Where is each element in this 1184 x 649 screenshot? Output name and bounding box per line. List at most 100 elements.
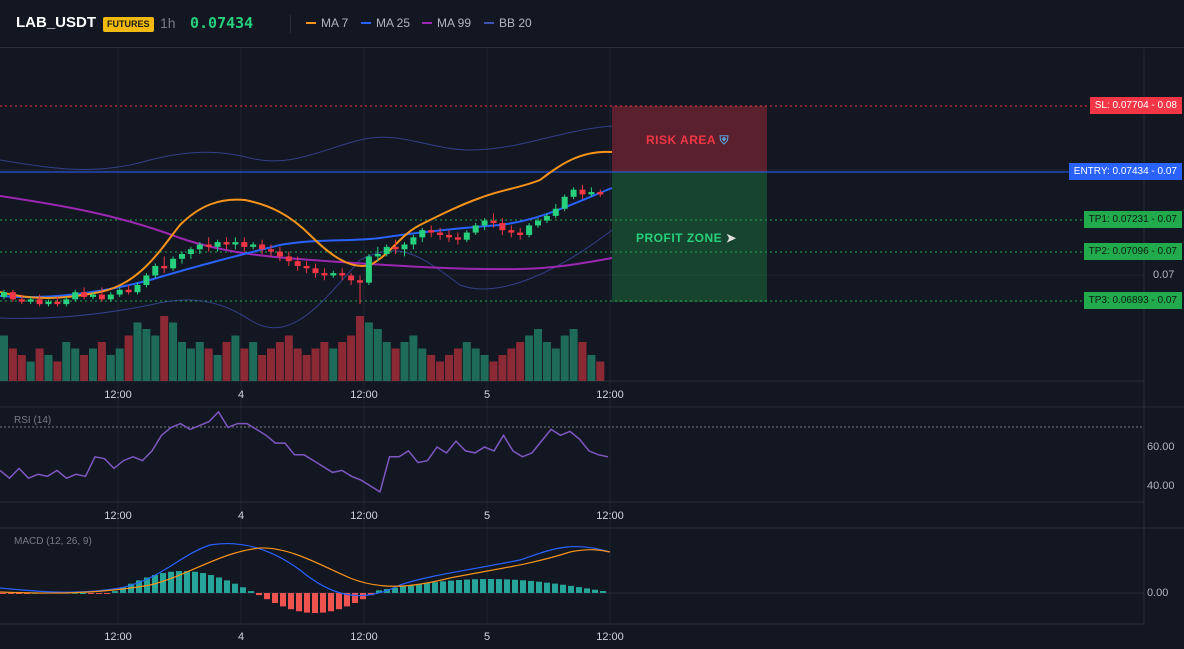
- candle-body: [223, 242, 230, 245]
- candle-body: [348, 275, 355, 281]
- header-divider: [290, 15, 291, 33]
- macd-hist-bar: [568, 585, 574, 593]
- macd-hist-bar: [288, 593, 294, 610]
- candle-body: [526, 225, 533, 235]
- candle-body: [259, 244, 266, 250]
- legend-ma25[interactable]: MA 25: [361, 16, 410, 30]
- legend-ma99[interactable]: MA 99: [422, 16, 471, 30]
- candle-body: [428, 230, 435, 233]
- candle-body: [330, 273, 337, 276]
- entry-price-tag[interactable]: ENTRY: 0.07434 - 0.07: [1068, 163, 1182, 180]
- volume-bar: [373, 329, 382, 381]
- candle-body: [463, 232, 470, 240]
- ma99-line: [0, 195, 613, 271]
- macd-line: [0, 542, 611, 597]
- candle-body: [294, 261, 301, 266]
- volume-bar: [471, 348, 480, 381]
- time-label: 12:00: [350, 389, 378, 401]
- macd-hist-bar: [584, 588, 590, 593]
- symbol-name[interactable]: LAB_USDT: [16, 14, 97, 31]
- volume-bar: [534, 329, 542, 381]
- candle-body: [250, 244, 257, 247]
- macd-title[interactable]: MACD (12, 26, 9): [14, 536, 92, 547]
- macd-hist-bar: [536, 581, 542, 593]
- macd-hist-bar: [456, 580, 462, 593]
- macd-histogram: [0, 571, 606, 613]
- timeframe-label[interactable]: 1h: [160, 15, 176, 31]
- volume-bar: [320, 342, 329, 381]
- macd-hist-bar: [504, 579, 510, 593]
- volume-bar: [169, 322, 178, 381]
- candle-body: [161, 265, 168, 269]
- volume-bar: [578, 342, 587, 381]
- macd-hist-bar: [392, 587, 398, 593]
- candle-body: [241, 242, 248, 247]
- macd-hist-bar: [600, 591, 606, 593]
- tp2-price-tag[interactable]: TP2: 0.07096 - 0.07: [1083, 243, 1182, 260]
- macd-hist-bar: [312, 593, 318, 613]
- volume-bar: [62, 342, 71, 381]
- volume-bar: [347, 335, 356, 381]
- macd-hist-bar: [88, 593, 94, 594]
- macd-hist-bar: [592, 589, 598, 593]
- macd-hist-bar: [488, 579, 494, 593]
- macd-hist-bar: [256, 593, 262, 596]
- candle-body: [107, 294, 114, 300]
- candle-body: [9, 292, 16, 300]
- ma25-line: [0, 187, 613, 299]
- candle-body: [357, 280, 363, 283]
- macd-hist-bar: [448, 580, 454, 593]
- volume-bar: [293, 348, 302, 381]
- volume-bar: [364, 322, 373, 381]
- sl-price-tag[interactable]: SL: 0.07704 - 0.08: [1089, 97, 1182, 114]
- legend-ma7[interactable]: MA 7: [306, 16, 348, 30]
- macd-hist-bar: [176, 571, 182, 593]
- macd-hist-bar: [0, 593, 6, 594]
- volume-bar: [525, 335, 534, 381]
- candle-body: [205, 244, 212, 247]
- candle-body: [508, 230, 515, 233]
- volume-bar: [587, 355, 596, 381]
- volume-bar: [418, 348, 427, 381]
- candle-body: [383, 246, 390, 255]
- candle-body: [179, 254, 185, 259]
- tp3-price-tag[interactable]: TP3: 0.06893 - 0.07: [1083, 292, 1182, 309]
- macd-hist-bar: [104, 593, 110, 594]
- profit-zone: [612, 172, 767, 302]
- candle-body: [90, 294, 96, 297]
- bb-upper: [0, 125, 613, 170]
- volume-bar: [400, 342, 409, 381]
- volume-bar: [213, 355, 222, 381]
- volume-bar: [26, 361, 35, 381]
- macd-hist-bar: [248, 591, 254, 593]
- candle-body: [152, 265, 159, 276]
- tp1-price-tag[interactable]: TP1: 0.07231 - 0.07: [1083, 211, 1182, 228]
- macd-hist-bar: [296, 593, 302, 612]
- macd-hist-bar: [96, 593, 102, 594]
- candle-body: [579, 189, 586, 195]
- volume-bar: [106, 355, 115, 381]
- volume-bar: [222, 342, 231, 381]
- candle-body: [321, 273, 328, 276]
- macd-hist-bar: [344, 593, 350, 607]
- volume-bar: [462, 342, 471, 381]
- time-label: 4: [237, 631, 245, 643]
- rsi-tick: 40.00: [1147, 480, 1175, 492]
- macd-hist-bar: [416, 584, 422, 593]
- legend-bb20[interactable]: BB 20: [484, 16, 532, 30]
- candle-body: [125, 289, 132, 293]
- candle-body: [116, 289, 123, 295]
- candle-body: [339, 273, 346, 276]
- macd-hist-bar: [432, 582, 438, 593]
- candle-body: [134, 285, 141, 293]
- rsi-title[interactable]: RSI (14): [14, 415, 52, 426]
- candle-body: [27, 299, 34, 302]
- candle-body: [543, 215, 550, 221]
- volume-bar: [89, 348, 97, 381]
- volume-bar: [53, 361, 62, 381]
- volume-bar: [267, 348, 275, 381]
- volume-bar: [551, 348, 560, 381]
- macd-hist-bar: [464, 579, 470, 593]
- candlestick-series: [1, 184, 604, 307]
